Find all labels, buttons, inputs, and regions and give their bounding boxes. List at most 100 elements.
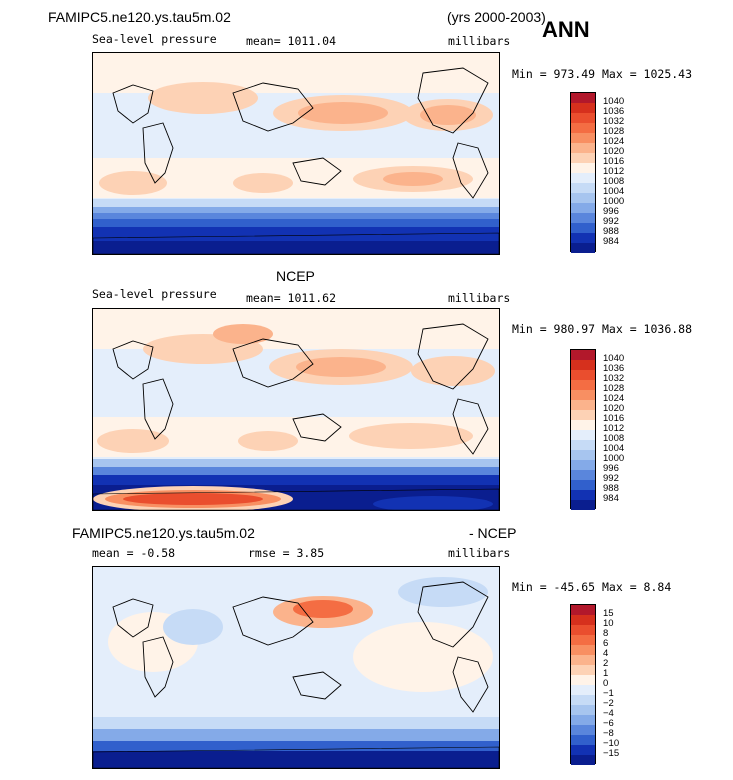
colorbar-swatch xyxy=(571,360,595,370)
colorbar-swatch xyxy=(571,755,595,765)
colorbar-tick-label: 996 xyxy=(603,206,619,217)
colorbar-tick-label: 1012 xyxy=(603,423,625,434)
panel-1-map xyxy=(92,52,500,255)
season-label: ANN xyxy=(542,17,590,42)
colorbar-swatch xyxy=(571,123,595,133)
colorbar-tick-label: 1028 xyxy=(603,383,625,394)
colorbar-swatch xyxy=(571,615,595,625)
panel-3-map-svg xyxy=(93,567,499,768)
field-contour-region xyxy=(93,53,499,93)
colorbar-swatch xyxy=(571,735,595,745)
colorbar-tick-label: 1020 xyxy=(603,146,625,157)
coastline xyxy=(292,671,342,700)
field-contour-region xyxy=(373,496,493,510)
panel-3-minmax: Min = -45.65 Max = 8.84 xyxy=(512,580,672,594)
coastline xyxy=(142,378,174,440)
colorbar-swatch xyxy=(571,635,595,645)
colorbar-swatch xyxy=(571,163,595,173)
colorbar-tick-label: 1032 xyxy=(603,116,625,127)
colorbar-tick-label: 1036 xyxy=(603,363,625,374)
colorbar-tick-label: 1016 xyxy=(603,156,625,167)
colorbar-tick-label: 1004 xyxy=(603,443,625,454)
field-contour-region xyxy=(349,423,473,449)
colorbar-tick-label: 1028 xyxy=(603,126,625,137)
field-contour-region xyxy=(93,241,499,254)
colorbar-tick-label: 1024 xyxy=(603,136,625,147)
colorbar-swatch xyxy=(571,725,595,735)
field-contour-region xyxy=(93,729,499,741)
field-contour-region xyxy=(99,171,167,195)
panel-2-units: millibars xyxy=(448,291,511,305)
colorbar-tick-label: 1 xyxy=(603,668,609,679)
field-contour-region xyxy=(298,102,388,124)
coastline xyxy=(232,338,314,388)
colorbar-tick-label: 15 xyxy=(603,608,614,619)
panel-1-colorbar xyxy=(570,92,596,253)
colorbar-tick-label: 1036 xyxy=(603,106,625,117)
field-contour-region xyxy=(93,207,499,213)
colorbar-swatch xyxy=(571,665,595,675)
colorbar-swatch xyxy=(571,655,595,665)
panel-1-minmax: Min = 973.49 Max = 1025.43 xyxy=(512,67,693,81)
colorbar-swatch xyxy=(571,705,595,715)
colorbar-swatch xyxy=(571,173,595,183)
years-label: (yrs 2000-2003) xyxy=(447,9,546,25)
colorbar-swatch xyxy=(571,133,595,143)
colorbar-tick-label: 8 xyxy=(603,628,609,639)
panel-1-map-svg xyxy=(93,53,499,254)
colorbar-swatch xyxy=(571,420,595,430)
panel-2-map xyxy=(92,308,500,511)
colorbar-tick-label: 1040 xyxy=(603,353,625,364)
field-contour-region xyxy=(93,751,499,768)
coastline xyxy=(232,596,314,646)
field-contour-region xyxy=(93,467,499,475)
panel-3-map xyxy=(92,566,500,769)
field-contour-region xyxy=(233,173,293,193)
field-contour-region xyxy=(383,172,443,186)
colorbar-swatch xyxy=(571,193,595,203)
field-contour-region xyxy=(93,717,499,729)
colorbar-swatch xyxy=(571,113,595,123)
colorbar-tick-label: −2 xyxy=(603,698,614,709)
colorbar-tick-label: 1032 xyxy=(603,373,625,384)
panel-3-title-left: FAMIPC5.ne120.ys.tau5m.02 xyxy=(72,525,255,541)
field-contour-region xyxy=(93,459,499,467)
colorbar-tick-label: 1000 xyxy=(603,453,625,464)
colorbar-swatch xyxy=(571,715,595,725)
field-contour-region xyxy=(296,357,386,377)
panel-1-variable: Sea-level pressure xyxy=(92,32,217,46)
panel-2-mean: mean= 1011.62 xyxy=(246,291,337,305)
field-contour-region xyxy=(238,431,298,451)
colorbar-tick-label: 992 xyxy=(603,216,619,227)
coastline xyxy=(417,581,489,648)
colorbar-tick-label: 988 xyxy=(603,483,619,494)
field-contour-region xyxy=(163,609,223,645)
coastline xyxy=(112,340,154,380)
colorbar-swatch xyxy=(571,380,595,390)
colorbar-tick-label: −15 xyxy=(603,748,620,759)
field-contour-region xyxy=(148,82,258,114)
colorbar-tick-label: 1024 xyxy=(603,393,625,404)
field-contour-region xyxy=(353,622,493,692)
colorbar-swatch xyxy=(571,93,595,103)
coastline xyxy=(142,636,174,698)
colorbar-swatch xyxy=(571,490,595,500)
panel-1-mean: mean= 1011.04 xyxy=(246,34,337,48)
field-contour-region xyxy=(123,493,263,505)
panel-2-map-svg xyxy=(93,309,499,510)
field-contour-region xyxy=(93,219,499,227)
colorbar-tick-label: −6 xyxy=(603,718,614,729)
colorbar-swatch xyxy=(571,460,595,470)
coastline xyxy=(112,84,154,124)
coastline xyxy=(292,413,342,442)
colorbar-tick-label: −8 xyxy=(603,728,614,739)
colorbar-tick-label: 1000 xyxy=(603,196,625,207)
colorbar-tick-label: 1040 xyxy=(603,96,625,107)
field-contour-region xyxy=(293,600,353,618)
colorbar-tick-label: 996 xyxy=(603,463,619,474)
coastline xyxy=(142,122,174,184)
panel-3-colorbar xyxy=(570,604,596,765)
colorbar-tick-label: 988 xyxy=(603,226,619,237)
coastline xyxy=(93,746,499,768)
colorbar-tick-label: 1020 xyxy=(603,403,625,414)
